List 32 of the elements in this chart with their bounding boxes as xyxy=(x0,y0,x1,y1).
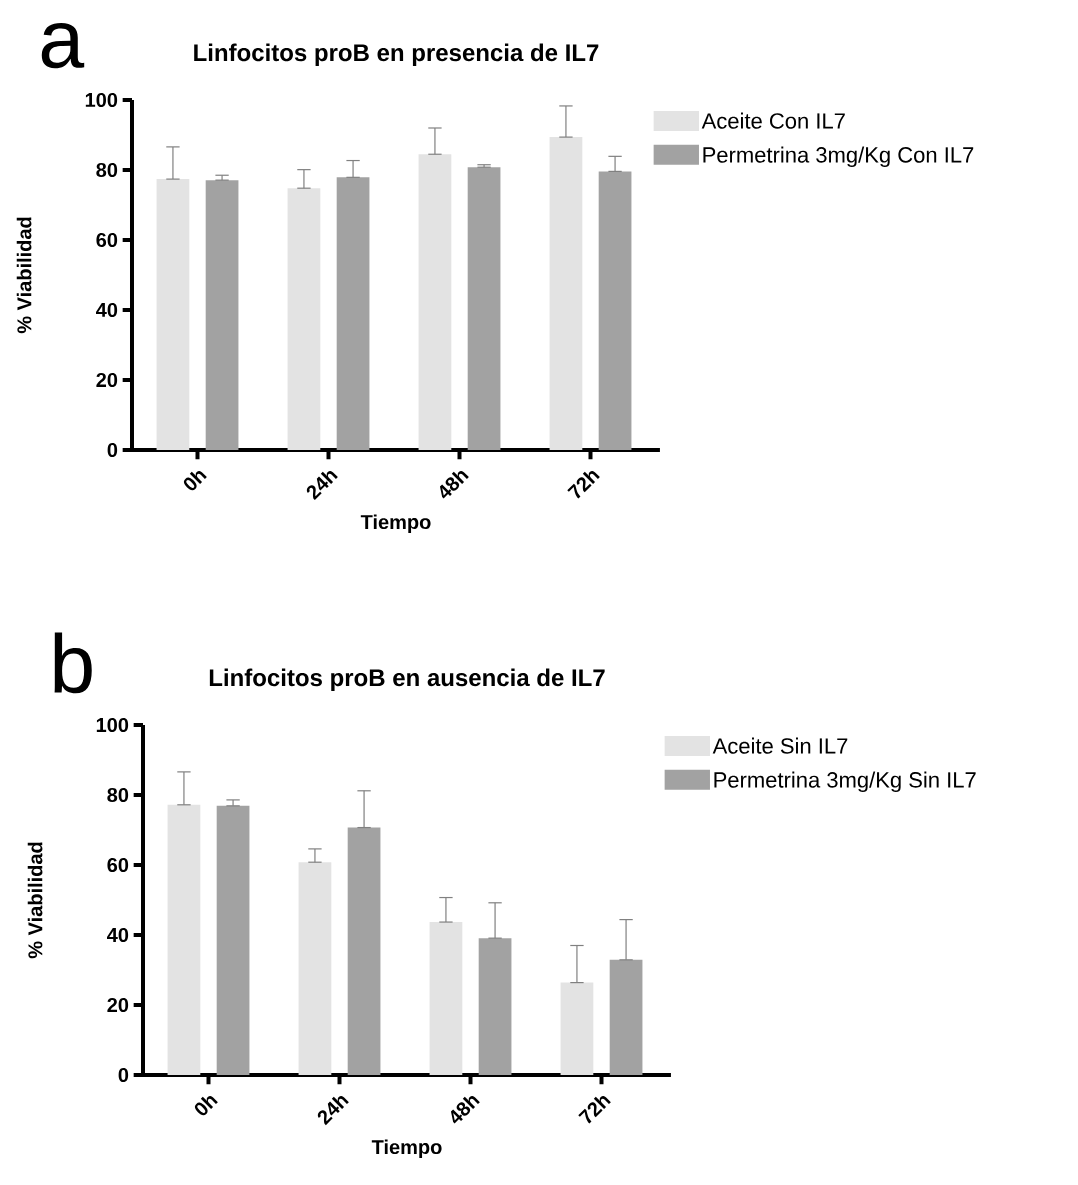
x-tick-label: 48h xyxy=(450,1095,480,1124)
text: a xyxy=(41,22,85,69)
y-tick-label: 0 xyxy=(107,442,118,458)
text: b xyxy=(54,632,92,694)
legend-label: Permetrina 3mg/Kg Con IL7 xyxy=(703,146,974,168)
y-tick-label: 0 xyxy=(118,1067,129,1083)
x-tick-label: 24h xyxy=(317,1095,349,1126)
x-axis-title: Tiempo xyxy=(371,1139,442,1159)
y-axis-title: % Viabilidad xyxy=(27,842,43,959)
x-tick-label: 0h xyxy=(194,1095,218,1116)
y-tick-label: 40 xyxy=(107,927,129,943)
y-tick-label: 100 xyxy=(85,92,118,108)
y-tick-label: 20 xyxy=(107,997,129,1013)
x-tick-label: 72h xyxy=(567,470,600,499)
x-tick-label: 24h xyxy=(306,470,338,501)
y-tick-label: 20 xyxy=(96,372,118,388)
x-axis-title: Tiempo xyxy=(360,514,431,534)
y-tick-label: 100 xyxy=(96,717,129,733)
x-tick-label: 0h xyxy=(183,470,207,491)
y-axis-title: % Viabilidad xyxy=(16,217,32,334)
y-tick-label: 80 xyxy=(96,162,118,178)
y-tick-label: 60 xyxy=(96,232,118,248)
x-tick-label: 72h xyxy=(578,1095,611,1124)
chart-title: Linfocitos proB en ausencia de IL7 xyxy=(209,668,605,691)
legend-label: Aceite Con IL7 xyxy=(701,112,845,129)
y-tick-label: 40 xyxy=(96,302,118,318)
legend-label: Aceite Sin IL7 xyxy=(712,737,848,754)
x-tick-label: 48h xyxy=(439,470,469,499)
y-tick-label: 80 xyxy=(107,787,129,803)
legend-label: Permetrina 3mg/Kg Sin IL7 xyxy=(714,771,976,793)
chart-title: Linfocitos proB en presencia de IL7 xyxy=(194,43,599,66)
y-tick-label: 60 xyxy=(107,857,129,873)
